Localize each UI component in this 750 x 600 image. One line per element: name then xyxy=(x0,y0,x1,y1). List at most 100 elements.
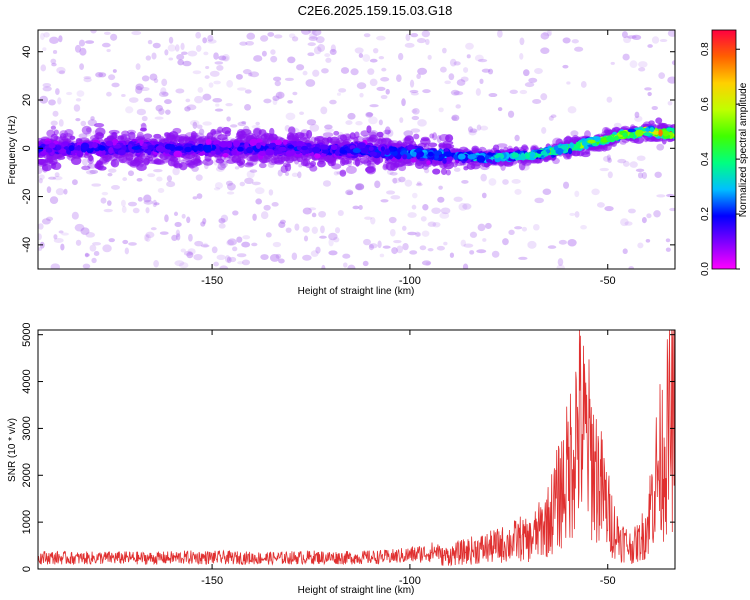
spectrogram-noise-blob xyxy=(362,260,369,267)
spectrogram-noise-blob xyxy=(460,76,469,82)
chart-title: C2E6.2025.159.15.03.G18 xyxy=(298,3,453,18)
spectrogram-band-blob xyxy=(177,138,185,144)
spectrogram-noise-blob xyxy=(634,115,643,122)
spectrogram-noise-blob xyxy=(497,30,503,38)
spectrogram-noise-blob xyxy=(389,228,396,237)
spectrogram-noise-blob xyxy=(403,130,414,137)
spectrogram-noise-blob xyxy=(427,221,437,227)
spectrogram-signal-blob xyxy=(402,154,408,160)
spectrogram-band-blob xyxy=(352,160,364,166)
spectrogram-noise-blob xyxy=(166,175,173,182)
spectrogram-noise-blob xyxy=(417,119,427,127)
spectrogram-noise-blob xyxy=(92,242,102,246)
spectrogram-noise-blob xyxy=(637,242,644,249)
spectrogram-band-blob xyxy=(345,165,357,174)
colorbar-tick-label: 0.8 xyxy=(700,42,711,56)
spectrogram-noise-blob xyxy=(135,83,144,91)
spectrogram-signal-blob xyxy=(567,147,573,155)
spectrogram-band-blob xyxy=(95,127,106,137)
spectrogram-noise-blob xyxy=(465,42,474,50)
spectrogram-noise-blob xyxy=(79,63,84,71)
spectrogram-noise-blob xyxy=(192,121,198,129)
spectrogram-noise-blob xyxy=(137,197,143,202)
spectrogram-signal-blob xyxy=(68,145,75,151)
spectrogram-noise-blob xyxy=(574,211,580,218)
spectrogram-signal-blob xyxy=(392,150,398,156)
spectrogram-noise-blob xyxy=(603,155,611,162)
spectrogram-noise-blob xyxy=(122,177,128,182)
spectrogram-y-ticks: -40 -20 0 20 40 xyxy=(21,46,675,253)
spectrogram-noise-blob xyxy=(502,238,509,246)
spectrogram-band-blob xyxy=(364,166,376,174)
spectrogram-signal-blob xyxy=(304,149,310,154)
spectrogram-signal-blob xyxy=(322,149,330,154)
spectrogram-noise-blob xyxy=(388,216,397,224)
spectrogram-signal-blob xyxy=(494,154,500,159)
spectrogram-signal-blob xyxy=(622,132,627,138)
spectrogram-noise-blob xyxy=(80,227,90,235)
spectrogram-signal-blob xyxy=(411,151,417,157)
spectrogram-noise-blob xyxy=(255,121,260,126)
spectrogram-noise-blob xyxy=(254,187,265,195)
spectrogram-noise-blob xyxy=(43,32,50,38)
spectrogram-noise-blob xyxy=(315,246,321,254)
spectrogram-noise-blob xyxy=(325,57,332,63)
spectrogram-noise-blob xyxy=(514,188,522,195)
spectrogram-noise-blob xyxy=(195,45,202,52)
spectrogram-noise-blob xyxy=(71,179,78,186)
spectrogram-signal-blob xyxy=(274,139,282,146)
spectrogram-noise-blob xyxy=(333,236,340,243)
spectrogram-noise-blob xyxy=(322,180,332,187)
spectrogram-noise-blob xyxy=(260,211,269,220)
spectrogram-noise-blob xyxy=(222,53,230,62)
spectrogram-noise-blob xyxy=(145,55,152,61)
spectrogram-noise-blob xyxy=(514,134,520,142)
spectrogram-noise-blob xyxy=(380,199,389,203)
spectrogram-noise-blob xyxy=(324,128,334,133)
spectrogram-noise-blob xyxy=(386,190,396,195)
spectrogram-band-blob xyxy=(270,158,277,164)
colorbar-tick-label: 0.4 xyxy=(700,152,711,166)
spectrogram-signal-blob xyxy=(520,152,526,160)
spectrogram-band-blob xyxy=(326,136,333,143)
spectrogram-noise-blob xyxy=(93,250,100,257)
spectrogram-noise-blob xyxy=(476,124,482,131)
spectrogram-band-blob xyxy=(442,140,454,145)
spectrogram-band-blob xyxy=(128,131,136,141)
spectrogram-noise-blob xyxy=(391,247,398,255)
spectrogram-noise-blob xyxy=(180,42,185,51)
spectrogram-band-blob xyxy=(445,169,451,176)
spectrogram-signal-blob xyxy=(204,145,212,153)
spectrogram-noise-blob xyxy=(372,47,379,54)
spectrogram-noise-blob xyxy=(202,121,212,126)
spectrogram-noise-blob xyxy=(85,132,92,137)
spectrogram-noise-blob xyxy=(41,218,51,225)
spectrogram-noise-blob xyxy=(415,183,423,187)
spectrogram-noise-blob xyxy=(621,31,628,39)
spectrogram-band-blob xyxy=(243,162,254,168)
spectrogram-noise-blob xyxy=(665,247,671,252)
spectrogram-noise-blob xyxy=(226,256,232,264)
spectrogram-noise-blob xyxy=(415,232,422,237)
spectrogram-signal-blob xyxy=(246,146,254,154)
spectrogram-noise-blob xyxy=(409,250,418,255)
spectrogram-noise-blob xyxy=(599,167,609,172)
spectrogram-y-tick-label: 20 xyxy=(21,94,33,106)
spectrogram-noise-blob xyxy=(458,202,468,211)
spectrogram-noise-blob xyxy=(154,116,164,120)
spectrogram-noise-blob xyxy=(380,94,388,100)
spectrogram-signal-blob xyxy=(649,127,655,133)
spectrogram-noise-blob xyxy=(270,55,278,63)
spectrogram-noise-blob xyxy=(75,117,81,122)
spectrogram-noise-blob xyxy=(175,229,181,238)
spectrogram-noise-blob xyxy=(39,95,49,104)
snr-x-tick-label: -50 xyxy=(600,575,616,587)
spectrogram-noise-blob xyxy=(246,32,256,40)
spectrogram-noise-blob xyxy=(162,91,169,97)
spectrogram-band-blob xyxy=(155,159,166,166)
spectrogram-noise-blob xyxy=(204,75,210,79)
spectrogram-band-blob xyxy=(306,129,313,139)
spectrogram-noise-blob xyxy=(387,129,394,137)
spectrogram-noise-blob xyxy=(52,50,58,54)
spectrogram-noise-blob xyxy=(302,254,312,261)
